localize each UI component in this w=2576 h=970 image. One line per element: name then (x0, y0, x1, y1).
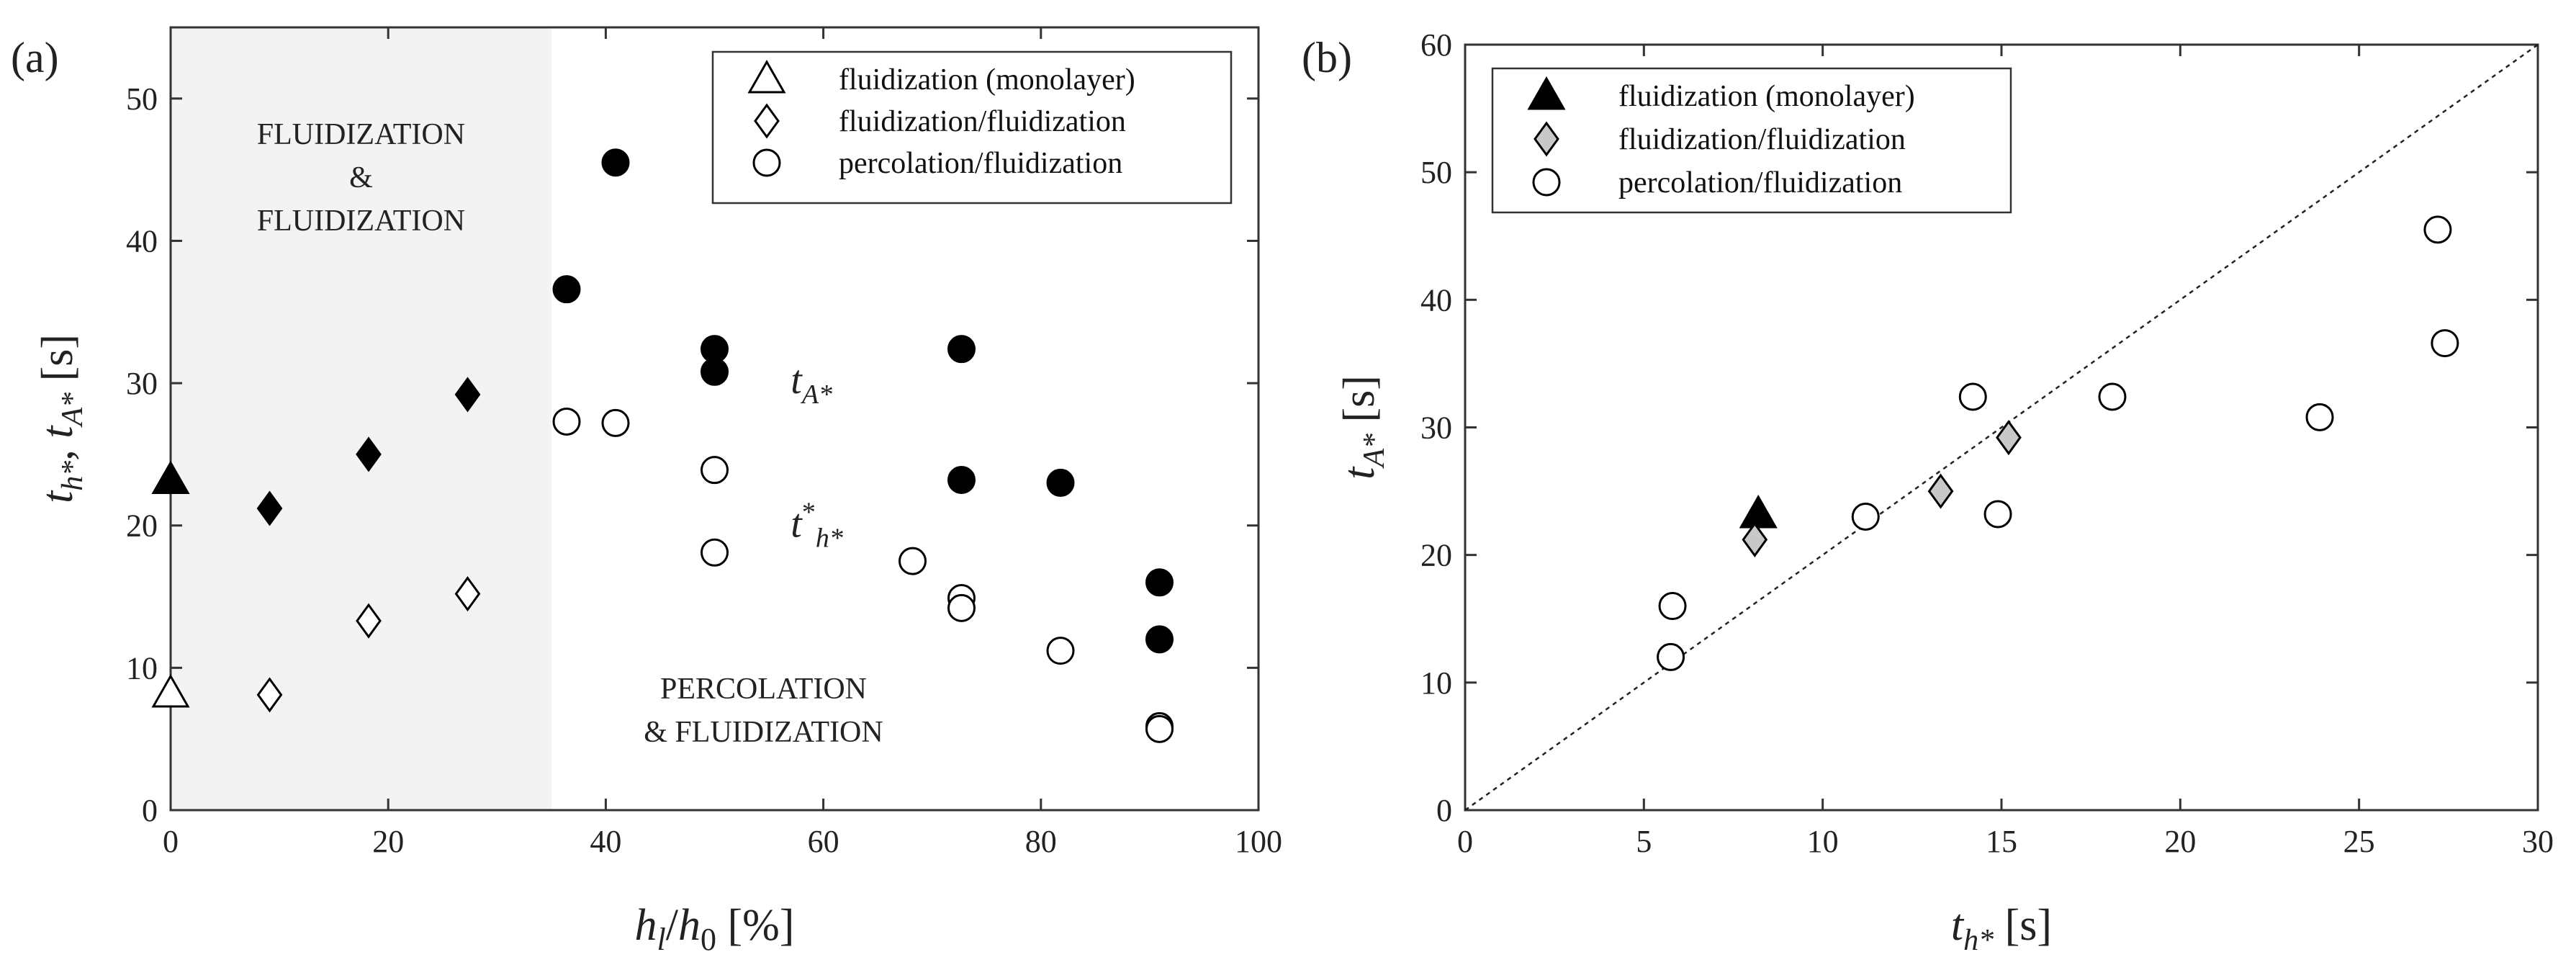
legend-entry-label: fluidization (monolayer) (839, 63, 1135, 96)
y-axis-label: th*, tA* [s] (33, 334, 89, 503)
data-point-circle (701, 357, 729, 386)
legend: fluidization (monolayer) fluidization/flu… (1491, 67, 2012, 214)
region-label-percolation: & FLUIDIZATION (644, 716, 883, 749)
x-tick-label: 25 (2343, 824, 2375, 859)
legend: fluidization (monolayer) fluidization/flu… (711, 50, 1233, 205)
data-point-diamond (256, 490, 283, 526)
data-point-circle (2423, 215, 2452, 244)
x-tick-label: 0 (163, 824, 179, 859)
data-point-circle (1145, 714, 1174, 743)
shaded-region (171, 27, 551, 810)
y-tick-label: 10 (1420, 665, 1452, 701)
data-point-circle (701, 456, 729, 485)
data-point-circle (899, 547, 927, 575)
annotation-tA: tA* (791, 358, 832, 410)
panel-label: (a) (11, 34, 59, 81)
region-label-fluidization: & (349, 161, 373, 194)
data-point-circle (1046, 468, 1075, 497)
data-point-circle (1851, 503, 1880, 531)
data-point-circle (2305, 403, 2334, 431)
y-tick-label: 30 (1420, 410, 1452, 446)
legend-entry-label: percolation/fluidization (1618, 166, 1902, 199)
legend-entry-label: fluidization/fluidization (1618, 123, 1906, 156)
legend-box (711, 50, 1233, 205)
data-point-diamond (1742, 521, 1768, 557)
data-point-circle (1046, 637, 1075, 665)
data-point-diamond (356, 603, 382, 639)
y-tick-label: 20 (1420, 538, 1452, 573)
legend-entry-label: fluidization/fluidization (839, 105, 1126, 138)
data-point-circle (1145, 568, 1174, 597)
legend-entry-label: fluidization (monolayer) (1618, 80, 1915, 113)
legend-box (1491, 67, 2012, 214)
x-tick-label: 15 (1986, 824, 2017, 859)
x-tick-label: 20 (2164, 824, 2196, 859)
data-point-diamond (454, 377, 481, 413)
x-tick-label: 0 (1457, 824, 1473, 859)
data-point-circle (552, 407, 581, 436)
y-tick-label: 40 (1420, 282, 1452, 318)
legend-entry-label: percolation/fluidization (839, 147, 1122, 180)
legend-marker-triangle (1527, 76, 1566, 110)
legend-marker-diamond (1534, 121, 1559, 157)
annotation-th: t*h* (791, 498, 843, 554)
data-point-triangle (1739, 494, 1778, 529)
data-point-diamond (1927, 473, 1954, 509)
reference-line (1464, 43, 2539, 812)
data-point-circle (552, 275, 581, 304)
data-point-diamond (356, 436, 382, 472)
data-point-circle (947, 335, 976, 364)
x-tick-label: 5 (1636, 824, 1652, 859)
y-tick-label: 50 (1420, 155, 1452, 190)
chart-panel-b: 0 5 10 15 20 25 30 0 10 20 30 40 50 60 (b) th* [s] tA* [… (1302, 27, 2554, 957)
data-point-circle (1983, 500, 2012, 529)
y-tick-label: 0 (142, 793, 158, 828)
x-axis-label: hl/h0 [%] (635, 901, 795, 957)
region-label-percolation: PERCOLATION (660, 673, 867, 706)
region-label-fluidization: FLUIDIZATION (257, 118, 465, 151)
data-point-circle (601, 408, 630, 437)
data-point-diamond (256, 677, 283, 713)
legend-marker-triangle (747, 59, 786, 94)
x-axis-label: th* [s] (1951, 901, 2052, 957)
x-tick-label: 60 (808, 824, 839, 859)
chart-panel-a: 0 20 40 60 80 100 0 10 20 30 40 50 (a) hl/h0 [%] th*, … (11, 26, 1282, 957)
data-point-triangle (151, 673, 190, 708)
x-tick-label: 10 (1807, 824, 1839, 859)
x-tick-label: 40 (590, 824, 621, 859)
data-point-circle (1145, 625, 1174, 654)
data-point-diamond (1996, 420, 2022, 456)
y-tick-label: 40 (126, 223, 158, 259)
data-point-circle (947, 593, 976, 622)
data-point-circle (1657, 642, 1685, 671)
data-point-diamond (454, 576, 481, 612)
data-point-circle (1958, 382, 1987, 411)
data-point-triangle (151, 460, 190, 494)
region-label-fluidization: FLUIDIZATION (257, 205, 465, 238)
y-tick-label: 50 (126, 81, 158, 117)
data-point-circle (1658, 592, 1687, 621)
y-tick-label: 10 (126, 650, 158, 686)
x-tick-label: 100 (1235, 824, 1282, 859)
y-tick-label: 60 (1420, 27, 1452, 63)
x-tick-label: 80 (1025, 824, 1057, 859)
y-tick-label: 0 (1436, 793, 1452, 828)
x-tick-label: 30 (2522, 824, 2554, 859)
y-tick-label: 20 (126, 508, 158, 544)
x-tick-label: 20 (372, 824, 404, 859)
data-point-circle (2098, 382, 2127, 411)
legend-marker-circle (1532, 168, 1561, 197)
data-point-circle (947, 465, 976, 494)
data-point-circle (701, 538, 729, 567)
legend-marker-diamond (754, 103, 780, 139)
y-tick-label: 30 (126, 366, 158, 401)
data-point-circle (601, 148, 630, 177)
y-axis-label: tA* [s] (1335, 375, 1391, 480)
legend-marker-circle (752, 148, 781, 177)
data-point-circle (2431, 329, 2459, 358)
panel-label: (b) (1302, 34, 1352, 81)
plot-frame (169, 26, 1260, 812)
